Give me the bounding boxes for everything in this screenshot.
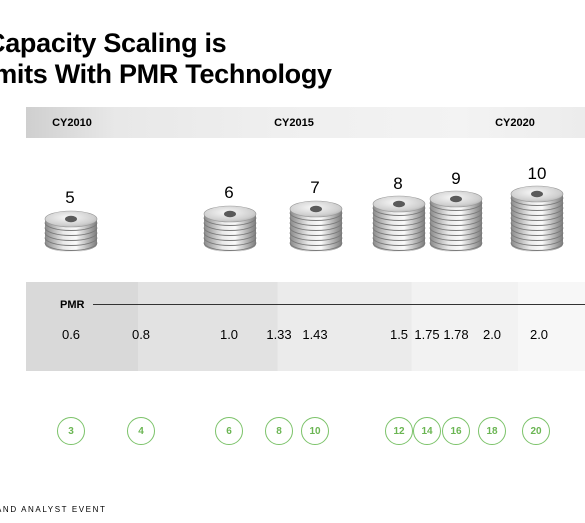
platter-groove <box>510 232 564 241</box>
spindle-hub <box>393 200 405 208</box>
pmr-band <box>26 282 585 371</box>
platter-groove <box>510 202 564 211</box>
platter-groove <box>429 217 483 226</box>
platter-groove <box>372 242 426 251</box>
platter-stack-icon <box>429 190 483 252</box>
platter-groove <box>429 212 483 221</box>
platter-groove <box>203 217 257 226</box>
platter-count-label: 6 <box>224 183 234 202</box>
capacity-badge: 4 <box>127 417 155 445</box>
platter-groove <box>510 222 564 231</box>
platter-groove <box>372 232 426 241</box>
title-line-1: Capacity Scaling is <box>0 28 227 58</box>
platter-groove <box>44 237 98 246</box>
platter-body <box>373 204 425 252</box>
capacity-badge: 12 <box>385 417 413 445</box>
platter-groove <box>429 227 483 236</box>
platter-groove <box>372 217 426 226</box>
platter-groove <box>289 227 343 236</box>
title-line-2: imits With PMR Technology <box>0 59 332 89</box>
platter-groove <box>289 212 343 221</box>
spindle-hub <box>531 190 543 198</box>
pmr-value: 1.43 <box>302 327 328 342</box>
platter-groove <box>510 237 564 246</box>
platter-groove <box>372 222 426 231</box>
pmr-value: 2.0 <box>482 327 502 342</box>
capacity-badge: 20 <box>522 417 550 445</box>
platter-groove <box>44 242 98 251</box>
platter-groove <box>372 237 426 246</box>
platter-stack-icon <box>203 205 257 252</box>
platter-groove <box>203 227 257 236</box>
platter-groove <box>203 242 257 251</box>
platter-stack-icon <box>372 195 426 252</box>
platter-stack-icon <box>510 185 564 252</box>
pmr-label: PMR <box>60 299 85 311</box>
year-label-2015: CY2015 <box>274 117 314 129</box>
pmr-value: 1.5 <box>389 327 409 342</box>
platter-stack-icon <box>289 200 343 252</box>
platter-groove <box>510 212 564 221</box>
platter-groove <box>372 212 426 221</box>
platter-body <box>204 214 256 252</box>
platter-groove <box>510 207 564 216</box>
platter-groove <box>44 232 98 241</box>
platter-groove <box>372 227 426 236</box>
platter-groove <box>289 242 343 251</box>
spindle-hub <box>310 205 322 213</box>
platter-groove <box>44 222 98 231</box>
platter-groove <box>429 237 483 246</box>
pmr-value: 1.0 <box>219 327 239 342</box>
platter-count-label: 7 <box>310 178 320 197</box>
platter-groove <box>372 207 426 216</box>
platter-groove <box>510 227 564 236</box>
platter-groove <box>510 242 564 251</box>
platter-groove <box>44 227 98 236</box>
footer-text: AND ANALYST EVENT <box>0 505 107 514</box>
platter-count-label: 5 <box>65 188 75 207</box>
capacity-badge: 18 <box>478 417 506 445</box>
platter-groove <box>203 222 257 231</box>
pmr-value: 0.8 <box>131 327 151 342</box>
platter-count-label: 9 <box>451 169 461 188</box>
platter-body <box>511 194 563 252</box>
platter-count-label: 8 <box>393 174 403 193</box>
capacity-badge: 3 <box>57 417 85 445</box>
year-label-2010: CY2010 <box>52 117 92 129</box>
platter-count-label: 10 <box>527 164 547 183</box>
capacity-badge: 8 <box>265 417 293 445</box>
spindle-hub <box>224 210 236 218</box>
platter-groove <box>289 217 343 226</box>
platter-groove <box>510 217 564 226</box>
platter-groove <box>429 202 483 211</box>
capacity-badge: 16 <box>442 417 470 445</box>
pmr-value: 0.6 <box>61 327 81 342</box>
platter-groove <box>289 232 343 241</box>
pmr-value: 1.78 <box>443 327 469 342</box>
platter-stack-icon <box>44 210 98 252</box>
pmr-value: 1.33 <box>266 327 292 342</box>
platter-groove <box>289 237 343 246</box>
spindle-hub <box>65 215 77 223</box>
platter-groove <box>203 232 257 241</box>
year-label-2020: CY2020 <box>495 117 535 129</box>
capacity-badge: 10 <box>301 417 329 445</box>
platter-groove <box>510 197 564 206</box>
slide-title: Capacity Scaling is imits With PMR Techn… <box>0 28 332 90</box>
capacity-badge: 14 <box>413 417 441 445</box>
pmr-divider-line <box>93 304 585 305</box>
capacity-badge: 6 <box>215 417 243 445</box>
platter-groove <box>429 242 483 251</box>
platter-groove <box>429 232 483 241</box>
platter-groove <box>429 222 483 231</box>
pmr-value: 2.0 <box>529 327 549 342</box>
platter-groove <box>429 207 483 216</box>
year-band <box>26 107 585 138</box>
platter-groove <box>289 222 343 231</box>
pmr-value: 1.75 <box>414 327 440 342</box>
spindle-hub <box>450 195 462 203</box>
platter-groove <box>203 237 257 246</box>
